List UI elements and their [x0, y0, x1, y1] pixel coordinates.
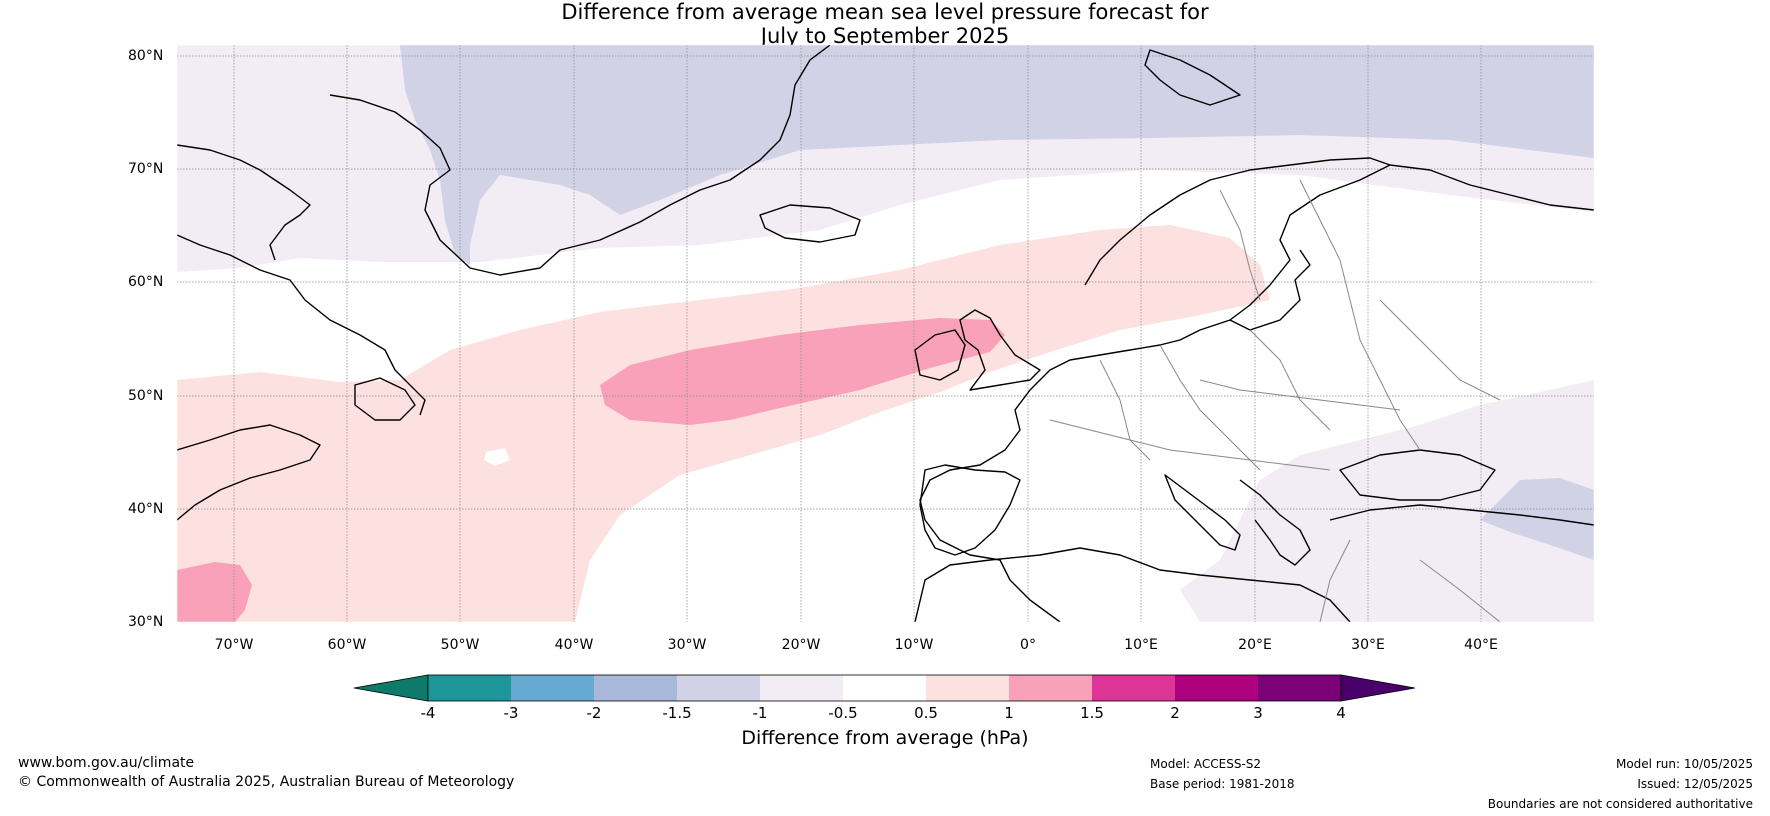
anomaly-region-uk-high [600, 318, 1005, 425]
title-line-1: Difference from average mean sea level p… [561, 0, 1209, 24]
coast-balkans-greece [1239, 479, 1311, 566]
lon-label: 30°E [1351, 637, 1385, 653]
colorbar-extend-low [353, 674, 429, 702]
colorbar-tick: 1 [1004, 704, 1014, 722]
coast-newfoundland [354, 377, 416, 421]
coast-greenland [329, 45, 831, 276]
colorbar-tick: -0.5 [828, 704, 858, 722]
coast-black-sea [1339, 449, 1496, 501]
anomaly-region-turkey-low [1480, 478, 1594, 560]
coast-iberia [919, 464, 1021, 556]
colorbar-segment [1258, 675, 1341, 701]
colorbar-label: Difference from average (hPa) [741, 727, 1029, 749]
lat-label: 30°N [128, 614, 164, 630]
title-line-2: July to September 2025 [760, 24, 1010, 48]
coast-iceland [759, 204, 861, 243]
copyright-text: © Commonwealth of Australia 2025, Austra… [18, 774, 515, 790]
colorbar-tick: 3 [1253, 704, 1263, 722]
colorbar-tick: 4 [1336, 704, 1346, 722]
website-link[interactable]: www.bom.gov.au/climate [18, 755, 195, 771]
lon-label: 10°W [894, 637, 934, 653]
lat-label: 80°N [128, 48, 164, 64]
lat-label: 60°N [128, 274, 164, 290]
country-borders [1049, 179, 1501, 622]
colorbar-tick: -1 [752, 704, 768, 722]
graticule [177, 45, 1594, 622]
anomaly-hole [484, 448, 510, 466]
colorbar-segment [594, 675, 677, 701]
colorbar-tick: 2 [1170, 704, 1180, 722]
colorbar-segment [1175, 675, 1258, 701]
coast-ireland [914, 329, 966, 381]
anomaly-region-atlantic-high [177, 225, 1270, 622]
lon-label: 70°W [214, 637, 254, 653]
colorbar-segment [926, 675, 1009, 701]
coast-svalbard [1144, 49, 1241, 106]
colorbar-segment [760, 675, 843, 701]
base-period-text: Base period: 1981-2018 [1150, 777, 1295, 791]
lon-label: 50°W [440, 637, 480, 653]
coast-labrador [177, 234, 426, 416]
lon-label: 40°W [554, 637, 594, 653]
colorbar-segment [843, 675, 926, 701]
anomaly-region-med-low [1180, 380, 1594, 622]
lon-label: 20°E [1238, 637, 1272, 653]
lon-label: 10°E [1124, 637, 1158, 653]
lon-label: 30°W [667, 637, 707, 653]
colorbar [353, 674, 1416, 702]
lon-label: 0° [1020, 637, 1036, 653]
lon-label: 60°W [327, 637, 367, 653]
colorbar-tick: 0.5 [914, 704, 938, 722]
coastlines [177, 45, 1594, 622]
lon-label: 20°W [781, 637, 821, 653]
colorbar-segment [1009, 675, 1092, 701]
lat-label: 50°N [128, 388, 164, 404]
colorbar-tick: -4 [420, 704, 436, 722]
coast-canada-arctic [177, 144, 311, 261]
coast-italy [1164, 474, 1241, 551]
colorbar-segment [511, 675, 594, 701]
lon-label: 40°E [1464, 637, 1498, 653]
colorbar-extend-high [1340, 674, 1416, 702]
colorbar-tick: 1.5 [1080, 704, 1104, 722]
anomaly-region-arctic-greenland [400, 45, 1594, 265]
model-text: Model: ACCESS-S2 [1150, 757, 1262, 771]
lat-label: 70°N [128, 161, 164, 177]
map-title: Difference from average mean sea level p… [0, 0, 1770, 48]
colorbar-outline [427, 674, 1342, 702]
coast-turkey [1329, 504, 1594, 526]
coast-scandinavia [1084, 157, 1391, 346]
coast-nova-scotia [177, 424, 321, 521]
colorbar-tick: -2 [586, 704, 602, 722]
anomaly-region-subtropical-high [177, 562, 252, 622]
lat-label: 40°N [128, 501, 164, 517]
issued-text: Issued: 12/05/2025 [1637, 777, 1753, 791]
colorbar-segment [677, 675, 760, 701]
disclaimer-text: Boundaries are not considered authoritat… [1487, 797, 1753, 811]
colorbar-segment [1092, 675, 1175, 701]
coast-russia-arctic [1389, 164, 1594, 211]
colorbar-tick: -3 [503, 704, 519, 722]
model-run-text: Model run: 10/05/2025 [1615, 757, 1753, 771]
coast-britain [959, 309, 1041, 391]
coast-africa-north [914, 547, 1351, 622]
colorbar-segment [428, 675, 511, 701]
colorbar-tick: -1.5 [662, 704, 692, 722]
